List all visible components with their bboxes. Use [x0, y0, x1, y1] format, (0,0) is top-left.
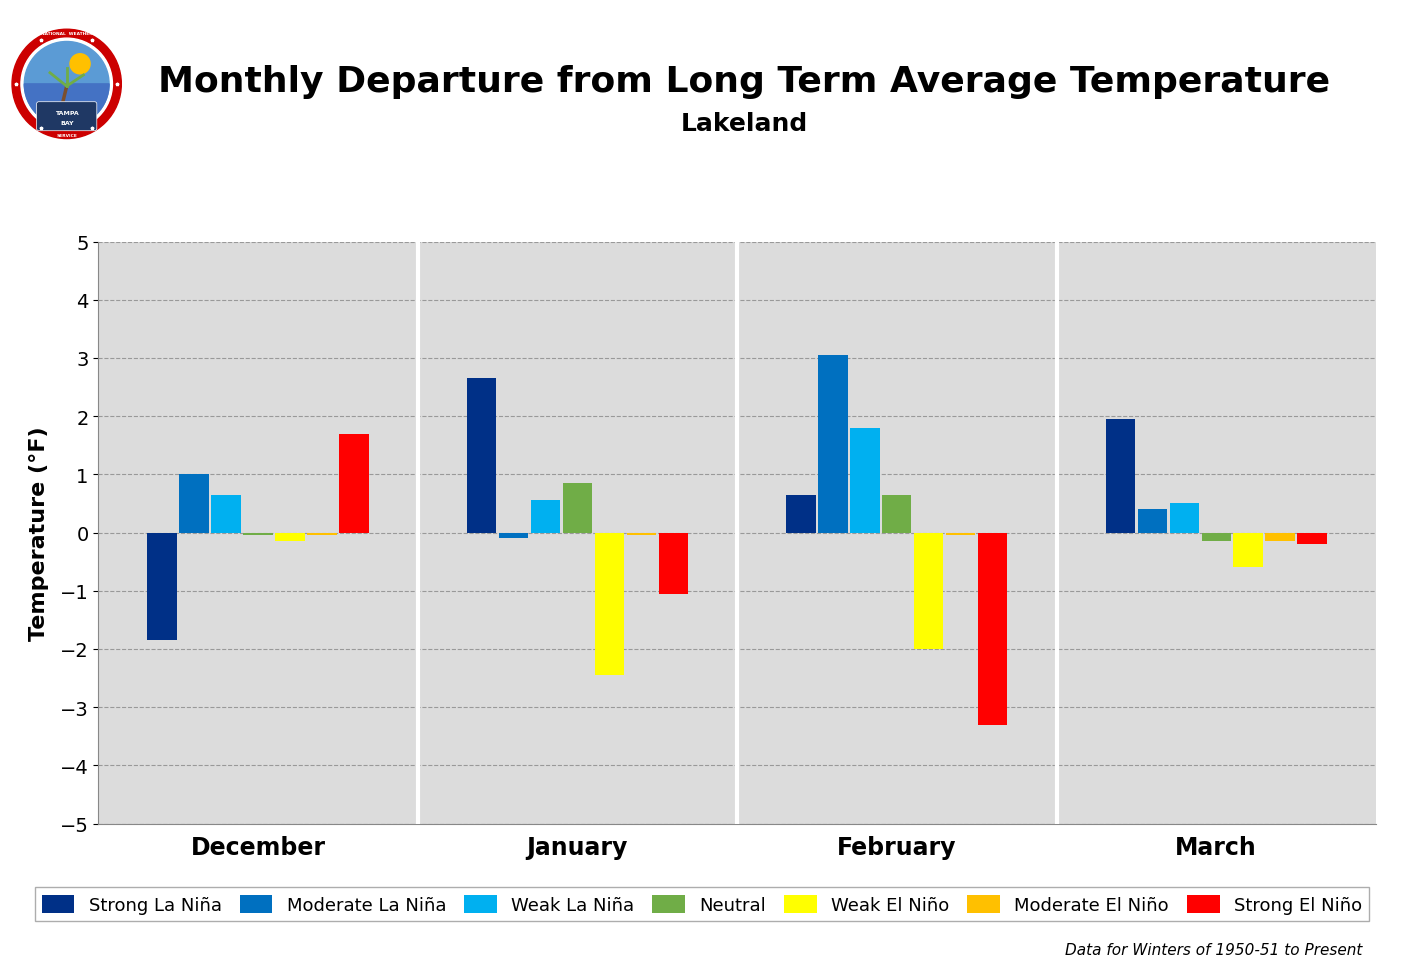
Circle shape — [13, 30, 121, 140]
Bar — [819, 356, 848, 533]
Bar — [1265, 533, 1294, 542]
Bar — [658, 533, 688, 594]
Bar — [1137, 510, 1167, 533]
Text: TAMPA: TAMPA — [55, 110, 79, 115]
Bar — [1297, 533, 1327, 545]
Bar — [243, 533, 272, 536]
Bar — [851, 428, 879, 533]
Circle shape — [24, 43, 110, 127]
Legend: Strong La Niña, Moderate La Niña, Weak La Niña, Neutral, Weak El Niño, Moderate : Strong La Niña, Moderate La Niña, Weak L… — [35, 888, 1369, 922]
Bar — [595, 533, 623, 675]
Text: Lakeland: Lakeland — [681, 112, 807, 136]
Text: Data for Winters of 1950-51 to Present: Data for Winters of 1950-51 to Present — [1064, 943, 1362, 957]
Bar — [212, 495, 240, 533]
Y-axis label: Temperature (°F): Temperature (°F) — [28, 425, 49, 641]
Bar — [563, 484, 592, 533]
Bar — [1234, 533, 1262, 568]
Bar — [275, 533, 305, 542]
Bar — [882, 495, 911, 533]
Bar — [914, 533, 943, 649]
Bar — [1202, 533, 1231, 542]
Bar — [979, 533, 1007, 725]
FancyBboxPatch shape — [37, 103, 97, 132]
Bar — [786, 495, 816, 533]
Wedge shape — [24, 85, 110, 127]
Text: Monthly Departure from Long Term Average Temperature: Monthly Departure from Long Term Average… — [159, 65, 1330, 100]
Text: NATIONAL  WEATHER: NATIONAL WEATHER — [41, 32, 93, 36]
Circle shape — [70, 54, 90, 75]
Bar — [468, 379, 496, 533]
Bar — [180, 475, 209, 533]
Bar — [626, 533, 656, 536]
Bar — [1170, 504, 1199, 533]
Bar — [498, 533, 528, 539]
Bar — [307, 533, 337, 536]
Bar — [946, 533, 976, 536]
Bar — [340, 434, 368, 533]
Bar — [1106, 420, 1134, 533]
Text: BAY: BAY — [60, 121, 73, 126]
Bar — [147, 533, 177, 641]
Bar — [531, 501, 560, 533]
Text: SERVICE: SERVICE — [56, 135, 77, 139]
Circle shape — [21, 39, 112, 131]
